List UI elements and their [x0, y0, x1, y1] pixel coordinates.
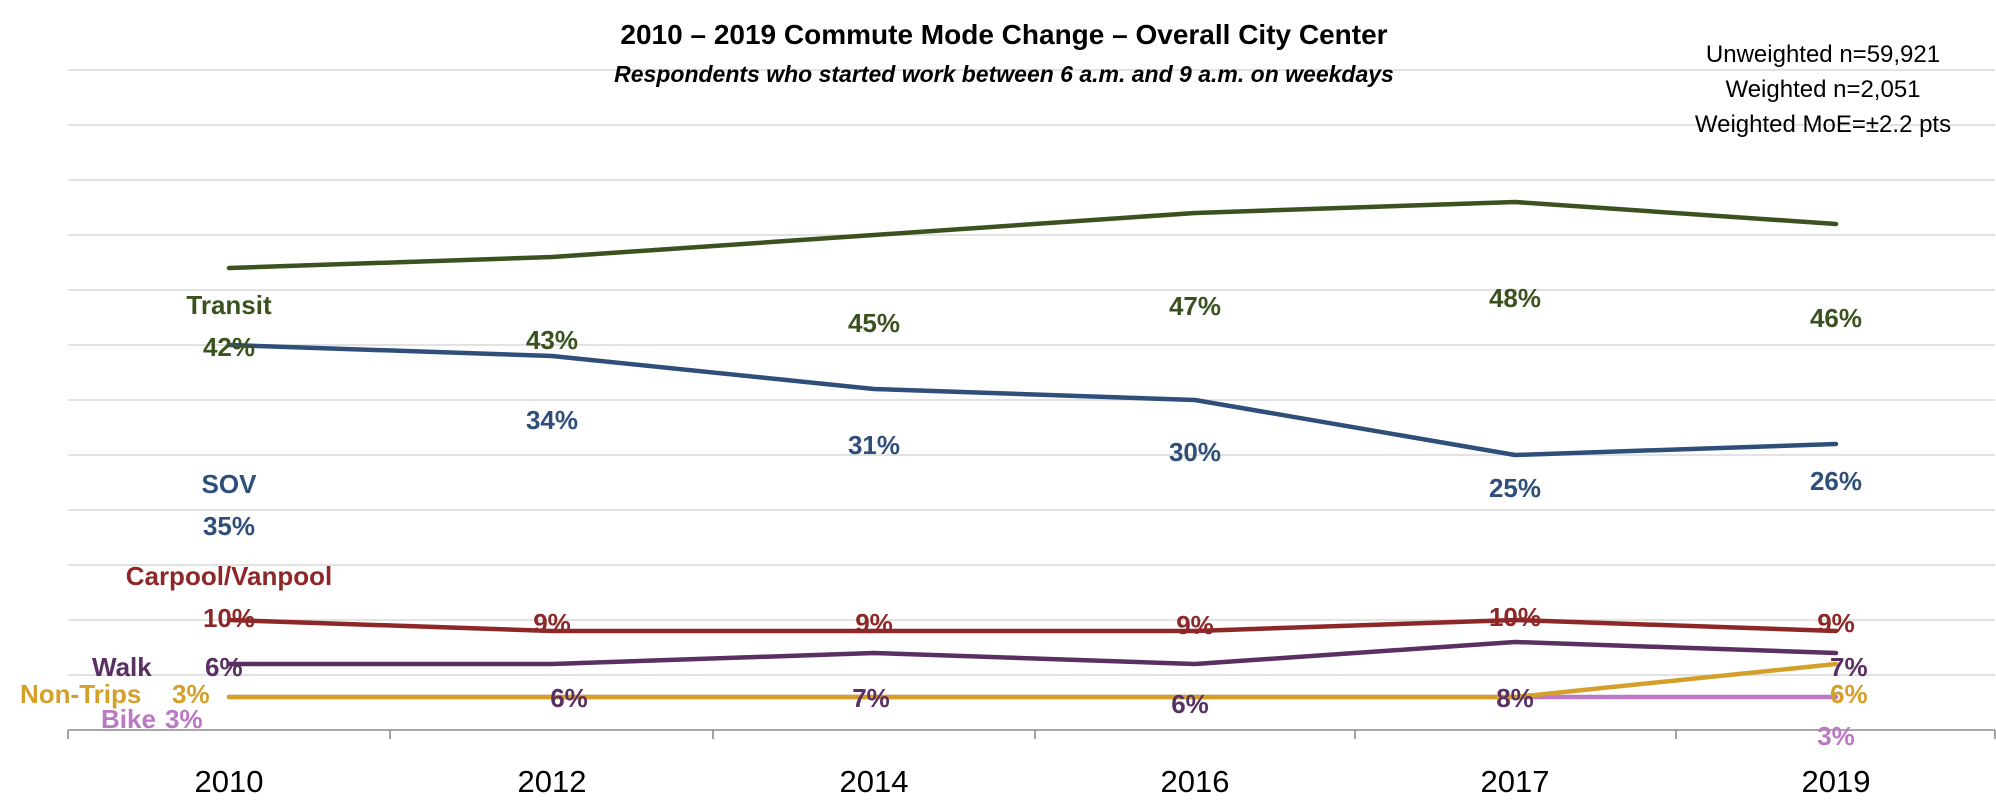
- data-label-transit: 45%: [848, 308, 900, 338]
- x-tick-label: 2012: [518, 764, 587, 799]
- x-tick-label: 2010: [195, 764, 264, 799]
- series-name-carpool-vanpool: Carpool/Vanpool: [126, 561, 333, 591]
- series-name-non-trips: Non-Trips: [20, 679, 141, 709]
- series-name-transit: Transit: [186, 290, 272, 320]
- gridlines: [68, 69, 1995, 676]
- x-tick-label: 2014: [840, 764, 909, 799]
- data-label-sov: 30%: [1169, 437, 1221, 467]
- data-label-sov: 34%: [526, 405, 578, 435]
- chart-subtitle: Respondents who started work between 6 a…: [614, 61, 1394, 87]
- series-line-non-trips: [226, 661, 1839, 700]
- x-axis: 2010 2012 2014 2016 2017 2019: [67, 729, 1996, 799]
- data-label-sov: 25%: [1489, 473, 1541, 503]
- data-label-bike: 3%: [165, 704, 203, 734]
- data-label-walk: 6%: [550, 683, 588, 713]
- series-line-transit: [226, 199, 1839, 271]
- series-line-walk: [226, 639, 1839, 667]
- data-label-walk: 7%: [852, 683, 890, 713]
- data-label-bike: 3%: [1817, 721, 1855, 751]
- data-label-transit: 43%: [526, 325, 578, 355]
- data-label-carpool-vanpool: 9%: [1817, 608, 1855, 638]
- stat-unweighted-n: Unweighted n=59,921: [1706, 41, 1940, 68]
- data-label-carpool-vanpool: 10%: [203, 603, 255, 633]
- x-tick-label: 2017: [1481, 764, 1550, 799]
- series-line-carpool-vanpool: [226, 617, 1839, 634]
- data-label-carpool-vanpool: 9%: [855, 608, 893, 638]
- data-label-walk: 7%: [1830, 652, 1868, 682]
- data-label-walk: 6%: [205, 652, 243, 682]
- data-label-walk: 8%: [1496, 683, 1534, 713]
- x-tick-label: 2016: [1161, 764, 1230, 799]
- data-label-non-trips: 3%: [172, 679, 210, 709]
- data-label-sov: 31%: [848, 430, 900, 460]
- x-tick-label: 2019: [1802, 764, 1871, 799]
- stat-weighted-n: Weighted n=2,051: [1725, 76, 1920, 103]
- data-label-carpool-vanpool: 9%: [1176, 610, 1214, 640]
- series-lines: [226, 199, 1839, 700]
- data-label-transit: 42%: [203, 332, 255, 362]
- data-label-carpool-vanpool: 9%: [533, 608, 571, 638]
- series-line-sov: [226, 342, 1839, 458]
- data-label-transit: 47%: [1169, 291, 1221, 321]
- series-name-walk: Walk: [92, 652, 152, 682]
- series-name-bike: Bike: [101, 704, 156, 734]
- data-label-non-trips: 6%: [1830, 679, 1868, 709]
- stat-weighted-moe: Weighted MoE=±2.2 pts: [1695, 111, 1951, 138]
- series-name-sov: SOV: [202, 469, 258, 499]
- data-label-sov: 35%: [203, 511, 255, 541]
- data-label-transit: 48%: [1489, 283, 1541, 313]
- chart-title: 2010 – 2019 Commute Mode Change – Overal…: [620, 19, 1387, 50]
- data-labels: Transit 42% 43% 45% 47% 48% 46% SOV 35% 34% 31% 30%…: [20, 283, 1868, 751]
- data-label-walk: 6%: [1171, 689, 1209, 719]
- data-label-sov: 26%: [1810, 466, 1862, 496]
- data-label-carpool-vanpool: 10%: [1489, 602, 1541, 632]
- data-label-transit: 46%: [1810, 303, 1862, 333]
